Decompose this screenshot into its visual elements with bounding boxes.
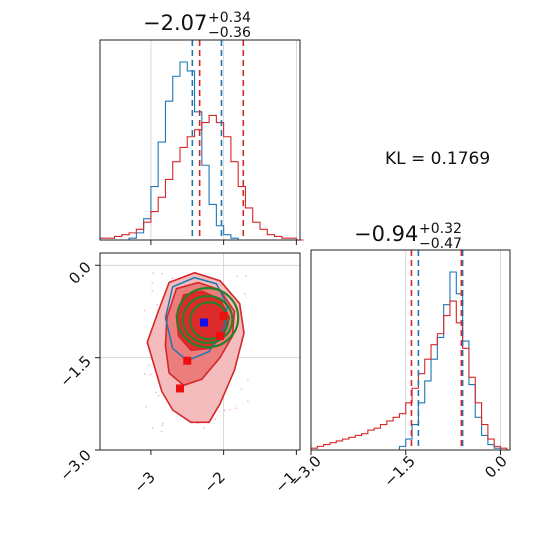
joint-scatter-dot [157, 394, 160, 397]
joint-contour-panel [95, 252, 301, 455]
right-x-tick-labels: −3.0 −1.5 0.0 [286, 452, 510, 490]
kl-annotation: KL = 0.1769 [385, 149, 490, 169]
right-x-tick-label: 0.0 [481, 452, 511, 482]
joint-scatter-dot [161, 424, 163, 427]
bottom-right-frame [310, 249, 511, 451]
joint-x-tick-label: −3 [130, 468, 158, 496]
joint-square-marker [200, 318, 208, 327]
top-left-histogram-panel [99, 39, 304, 245]
joint-scatter-dot [149, 373, 152, 376]
joint-y-tick-labels: 0.0 −1.5 −3.0 [56, 258, 94, 484]
joint-scatter-dot [203, 426, 206, 429]
joint-scatter-dot [223, 409, 226, 412]
joint-scatter-dot [243, 292, 246, 295]
joint-scatter-dot [228, 408, 231, 411]
joint-x-tick-labels: −3 −2 −1 [130, 468, 299, 496]
right-x-tick-label: −1.5 [380, 452, 418, 490]
joint-scatter-dot [156, 303, 159, 306]
joint-y-tick-label: −3.0 [56, 446, 94, 484]
joint-scatter-dot [160, 430, 163, 433]
joint-scatter-dot [161, 272, 164, 275]
top-left-title-lower-error: −0.36 [208, 25, 251, 41]
bottom-right-histogram-panel [310, 249, 511, 455]
top-left-frame [99, 39, 301, 241]
joint-x-tick-label: −2 [200, 468, 228, 496]
joint-scatter-dot [151, 427, 154, 430]
joint-scatter-dot [152, 272, 155, 274]
joint-scatter-dot [245, 275, 247, 278]
right-hist-series-blue-step [398, 271, 507, 451]
joint-scatter-dot [161, 422, 164, 425]
joint-square-marker [176, 384, 184, 393]
joint-frame [99, 252, 301, 451]
joint-green-ellipse [175, 286, 240, 349]
joint-scatter-dot [246, 400, 249, 403]
joint-scatter-dot [214, 418, 217, 421]
joint-scatter-dot [143, 309, 146, 312]
top-hist-series-red-step [99, 114, 304, 241]
bottom-right-title-upper-error: +0.32 [419, 221, 462, 237]
joint-square-marker [183, 356, 192, 365]
joint-green-ellipse [189, 301, 230, 341]
joint-scatter-dot [143, 373, 146, 375]
joint-scatter-dot [155, 391, 158, 394]
joint-y-tick-label: 0.0 [65, 258, 95, 288]
top-left-title: −2.07 [143, 11, 207, 35]
joint-scatter-dot [145, 405, 148, 408]
joint-square-marker [219, 311, 228, 320]
joint-scatter-dot [171, 277, 174, 280]
joint-scatter-dot [151, 282, 154, 285]
right-hist-series-red-step [310, 300, 508, 450]
joint-scatter-dot [246, 378, 249, 381]
right-x-tick-label: −3.0 [286, 452, 324, 490]
joint-scatter-dot [236, 275, 239, 278]
joint-scatter-dot [240, 388, 243, 391]
bottom-right-title-lower-error: −0.47 [419, 236, 462, 252]
top-left-title-upper-error: +0.34 [208, 10, 251, 26]
joint-y-tick-label: −1.5 [56, 352, 94, 390]
bottom-right-title: −0.94 [354, 222, 418, 246]
joint-scatter-dot [234, 407, 237, 410]
joint-scatter-dot [151, 289, 154, 292]
top-hist-series-blue-step [128, 61, 268, 241]
joint-square-marker [216, 332, 224, 341]
joint-green-ellipse [181, 294, 234, 344]
joint-scatter-dot [147, 364, 150, 367]
